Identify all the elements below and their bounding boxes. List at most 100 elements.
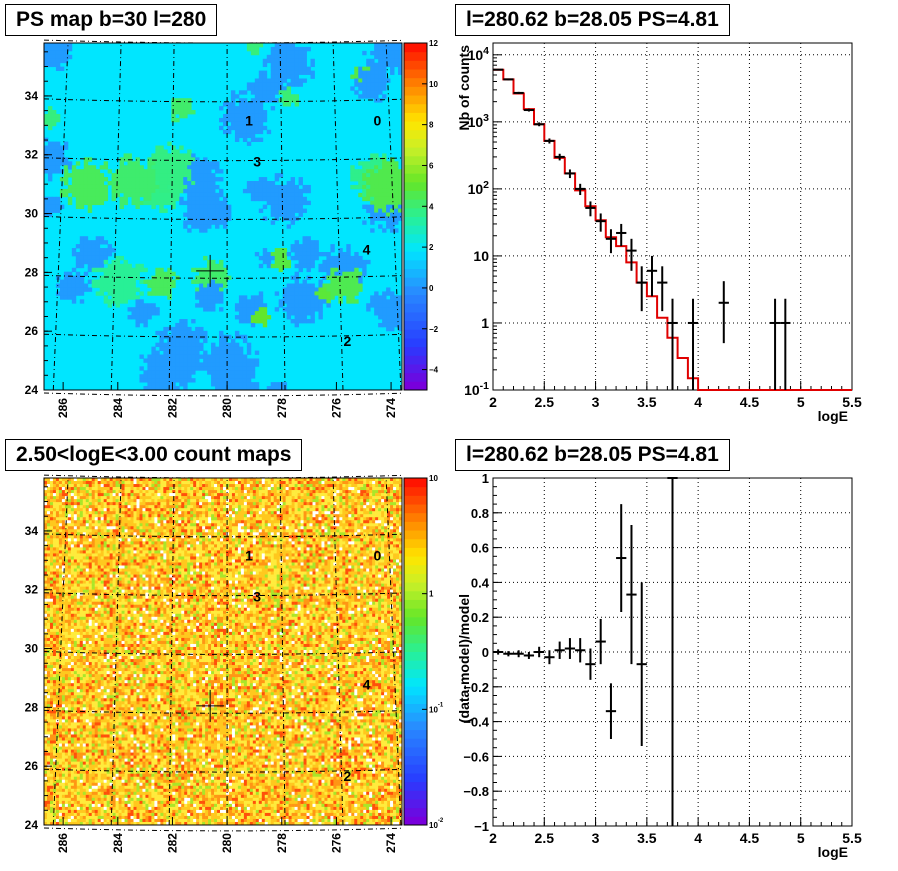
map-cell: [151, 153, 156, 158]
map-cell: [187, 192, 192, 198]
map-cell: [270, 78, 276, 83]
map-cell: [163, 358, 168, 363]
map-cell: [338, 267, 343, 273]
map-cell: [290, 62, 295, 68]
map-cell: [386, 181, 391, 186]
map-cell: [254, 192, 260, 198]
map-cell: [175, 481, 179, 485]
map-cell: [386, 299, 391, 304]
map-cell: [211, 287, 216, 292]
map-cell: [354, 271, 359, 277]
map-cell: [246, 370, 252, 375]
map-cell: [384, 493, 388, 497]
map-cell: [85, 487, 90, 491]
map-cell: [87, 287, 93, 292]
map-cell: [354, 177, 359, 182]
map-cell: [324, 481, 328, 485]
colorbar-tick-label: 10: [429, 80, 438, 89]
map-cell: [83, 177, 89, 182]
map-cell: [184, 484, 188, 488]
map-cell: [175, 378, 180, 383]
map-cell: [155, 330, 160, 336]
map-cell: [393, 508, 397, 512]
map-cell: [103, 490, 107, 494]
map-cell: [290, 196, 295, 202]
map-cell: [250, 43, 256, 48]
map-cell: [127, 177, 132, 182]
map-cell: [223, 354, 228, 359]
map-cell: [225, 508, 230, 512]
map-cell: [258, 502, 263, 506]
map-cell: [166, 487, 170, 491]
map-cell: [205, 523, 209, 527]
map-cell: [44, 43, 49, 48]
map-cell: [139, 173, 144, 178]
map-cell: [398, 173, 403, 178]
map-cell: [139, 478, 143, 482]
map-cell: [151, 502, 155, 506]
map-cell: [187, 184, 192, 190]
map-cell: [226, 354, 232, 359]
map-cell: [184, 496, 188, 500]
map-cell: [83, 271, 89, 277]
map-cell: [203, 181, 208, 186]
map-cell: [88, 499, 93, 503]
map-cell: [350, 184, 355, 190]
map-cell: [163, 508, 167, 512]
map-cell: [73, 511, 78, 515]
map-cell: [163, 496, 167, 500]
map-cell: [225, 481, 230, 485]
map-cell: [151, 279, 156, 284]
map-cell: [47, 157, 53, 162]
map-cell: [318, 283, 323, 288]
map-cell: [225, 502, 230, 506]
map-cell: [238, 362, 244, 367]
map-cell: [167, 370, 172, 375]
map-cell: [262, 196, 268, 202]
map-cell: [123, 291, 128, 296]
map-cell: [163, 346, 168, 351]
map-cell: [112, 505, 116, 509]
map-cell: [228, 478, 233, 482]
map-cell: [151, 526, 155, 530]
map-cell: [387, 493, 391, 497]
map-cell: [169, 514, 173, 518]
map-cell: [386, 311, 391, 316]
map-cell: [91, 248, 97, 253]
map-cell: [297, 520, 301, 524]
map-cell: [75, 184, 81, 190]
map-cell: [167, 165, 172, 170]
map-cell: [309, 526, 313, 530]
map-cell: [115, 263, 120, 269]
map-cell: [223, 338, 228, 344]
map-cell: [333, 517, 337, 521]
map-cell: [97, 496, 101, 500]
map-cell: [354, 484, 358, 488]
map-cell: [336, 520, 340, 524]
map-cell: [208, 490, 212, 494]
map-cell: [309, 520, 313, 524]
map-cell: [250, 322, 256, 328]
map-cell: [297, 526, 301, 530]
map-cell: [369, 511, 373, 515]
map-cell: [394, 204, 399, 210]
map-cell: [166, 496, 170, 500]
map-cell: [211, 499, 215, 503]
map-cell: [354, 173, 359, 178]
map-cell: [49, 478, 54, 482]
map-cell: [195, 157, 200, 162]
map-cell: [294, 50, 299, 56]
map-cell: [357, 487, 361, 491]
map-cell: [59, 295, 65, 300]
map-cell: [370, 192, 375, 198]
map-cell: [67, 196, 73, 202]
map-cell: [339, 529, 343, 533]
map-cell: [286, 62, 292, 68]
colorbar-tick-label: 8: [429, 121, 434, 130]
map-cell: [228, 511, 233, 515]
map-cell: [254, 382, 260, 387]
map-cell: [123, 153, 128, 158]
map-cell: [230, 358, 236, 363]
map-cell: [95, 184, 101, 190]
map-cell: [51, 50, 57, 56]
